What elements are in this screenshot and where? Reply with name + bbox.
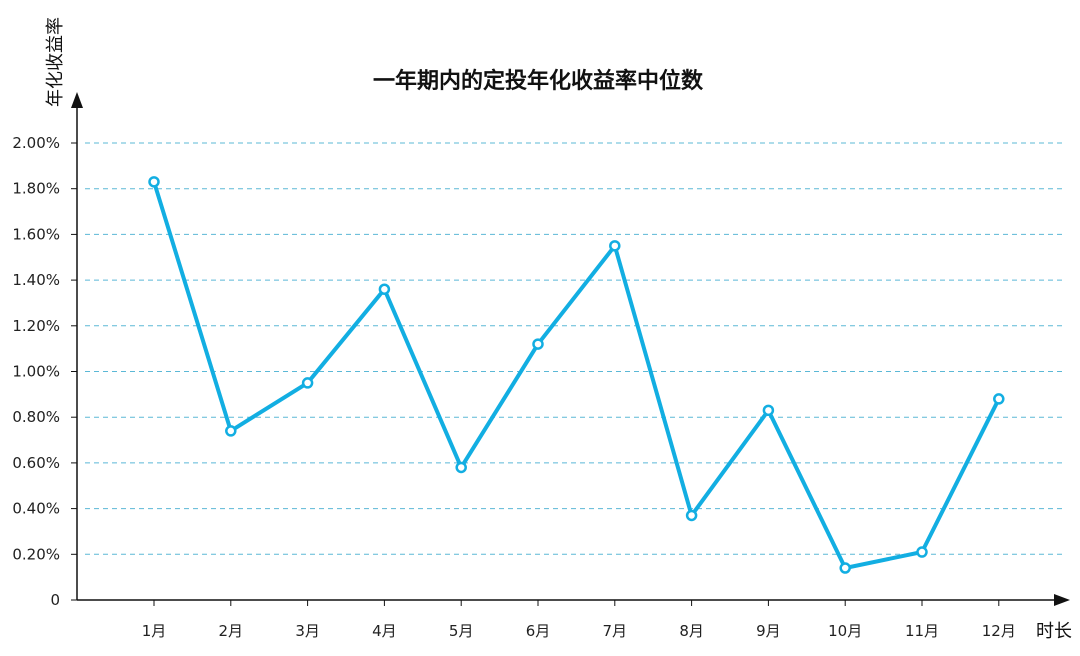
data-point <box>993 393 1005 405</box>
data-point <box>225 425 237 437</box>
data-point <box>916 546 928 558</box>
x-tick-label: 10月 <box>828 622 862 640</box>
axes-layer <box>71 92 1070 606</box>
y-axis-arrow <box>71 92 83 108</box>
y-tick-label: 1.40% <box>12 271 60 289</box>
series-line <box>152 179 1001 571</box>
grid-layer <box>85 142 1062 555</box>
y-tick-label: 2.00% <box>12 134 60 152</box>
y-tick-label: 0 <box>50 591 60 609</box>
y-axis-label: 年化收益率 <box>45 17 66 107</box>
data-point <box>609 240 621 252</box>
x-tick-label: 6月 <box>526 622 551 640</box>
x-tick-label: 11月 <box>905 622 939 640</box>
y-tick-label: 1.20% <box>12 317 60 335</box>
series-layer <box>148 176 1005 574</box>
y-tick-label: 0.20% <box>12 545 60 563</box>
data-point <box>378 283 391 295</box>
x-tick-label: 5月 <box>449 622 474 640</box>
x-tick-label: 3月 <box>295 622 320 640</box>
data-point <box>148 176 160 188</box>
data-point <box>839 562 851 574</box>
x-tick-labels: 1月 2月 3月 4月 5月 6月 7月 8月 9月 10月 11月 12月 <box>142 622 1016 640</box>
y-tick-labels: 0 0.20% 0.40% 0.60% 0.80% 1.00% 1.20% 1.40% 1.60… <box>12 134 60 609</box>
y-tick-label: 0.80% <box>12 408 60 426</box>
data-point <box>301 377 314 389</box>
data-point <box>762 404 775 417</box>
x-axis-arrow <box>1054 594 1070 606</box>
x-tick-label: 2月 <box>219 622 244 640</box>
y-tick-label: 0.40% <box>12 500 60 518</box>
data-point <box>532 338 544 350</box>
x-tick-label: 12月 <box>982 622 1016 640</box>
y-tick-label: 1.60% <box>12 225 60 243</box>
x-tick-label: 8月 <box>679 622 704 640</box>
data-point <box>685 509 698 522</box>
y-axis-name-group: 年化收益率 <box>45 17 66 107</box>
y-tick-label: 1.00% <box>12 363 60 381</box>
x-tick-label: 1月 <box>142 622 167 640</box>
x-tick-label: 7月 <box>603 622 628 640</box>
x-axis-label: 时长 <box>1036 621 1072 642</box>
y-tick-label: 0.60% <box>12 454 60 472</box>
data-point <box>455 461 467 474</box>
x-tick-label: 9月 <box>756 622 781 640</box>
chart-title: 一年期内的定投年化收益率中位数 <box>373 68 704 94</box>
y-tick-label: 1.80% <box>12 180 60 198</box>
x-tick-label: 4月 <box>372 622 397 640</box>
